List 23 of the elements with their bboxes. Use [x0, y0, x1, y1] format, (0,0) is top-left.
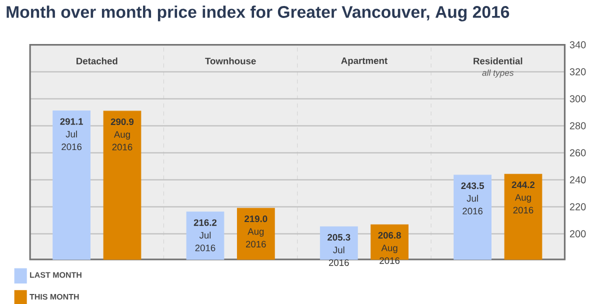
- x-tick-label: Residential: [474, 58, 522, 64]
- x-tick-label: Detached: [76, 58, 118, 64]
- data-label: 216.2 Jul 2016: [194, 219, 217, 252]
- data-label: 290.9 Aug 2016: [110, 118, 134, 150]
- data-label: 244.2 Aug 2016: [512, 182, 535, 214]
- y-tick-label: 260: [570, 149, 586, 156]
- data-label: 205.3 Jul 2016: [328, 234, 350, 266]
- data-label: 291.1 Jul 2016: [60, 118, 83, 150]
- legend-label: THIS MONTH: [30, 294, 79, 300]
- x-tick-label: Apartment: [341, 57, 388, 66]
- y-tick-label: 320: [570, 68, 586, 76]
- y-tick-label: 340: [570, 41, 586, 48]
- x-tick-label: Townhouse: [205, 58, 256, 64]
- legend-label: LAST MONTH: [30, 272, 82, 278]
- data-label: 219.0 Aug 2016: [244, 216, 268, 248]
- y-tick-label: 280: [570, 122, 586, 130]
- y-tick-label: 200: [570, 230, 586, 238]
- chart-title: Month over month price index for Greater Vancouver, Aug 2016: [6, 6, 510, 22]
- y-tick-label: 220: [570, 203, 586, 210]
- y-tick-label: 240: [570, 176, 586, 184]
- annotation: all types: [482, 70, 514, 78]
- data-label: 243.5 Jul 2016: [461, 182, 484, 214]
- y-tick-label: 300: [570, 95, 586, 102]
